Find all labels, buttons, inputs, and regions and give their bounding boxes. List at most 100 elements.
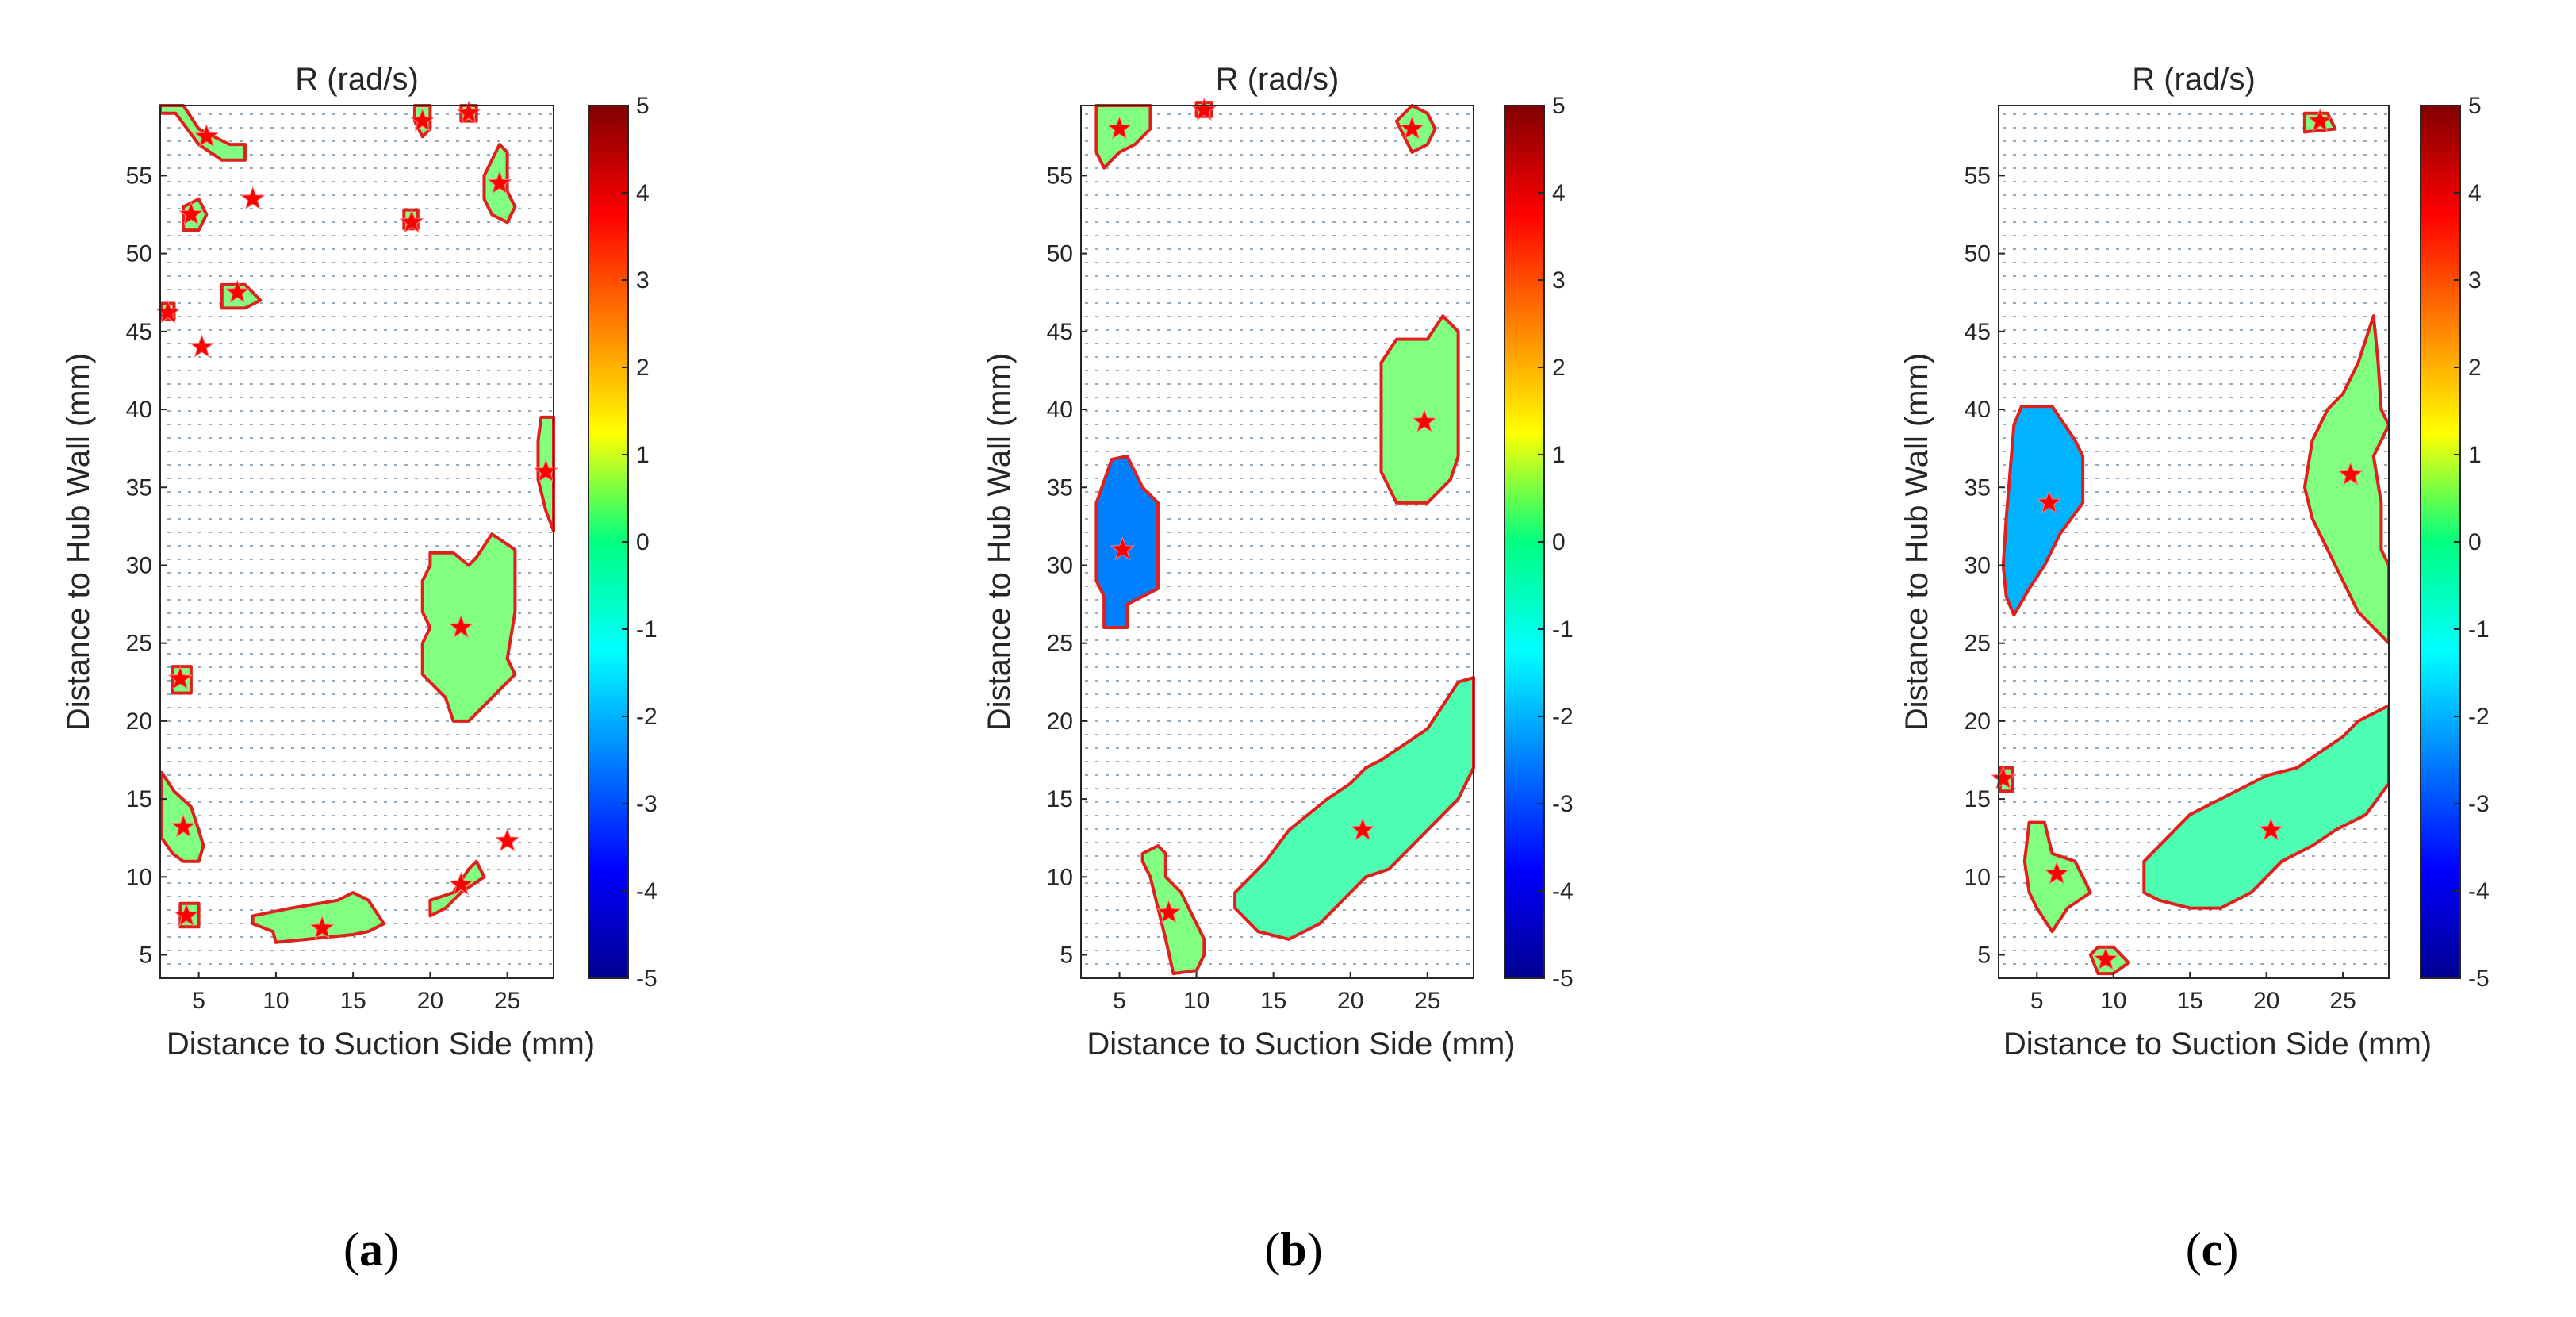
colorbar-tick-label: 0	[1552, 529, 1566, 555]
colorbar-tick-label: -4	[1552, 878, 1574, 904]
y-tick-label: 40	[1047, 397, 1073, 423]
vortex-core-star	[1110, 536, 1136, 561]
colorbar-tick-label: -1	[636, 616, 657, 643]
subfigure-label: (a)	[343, 1223, 399, 1276]
y-tick-label: 10	[1047, 864, 1073, 890]
y-tick-label: 5	[1977, 943, 1991, 969]
x-tick-label: 15	[1260, 988, 1286, 1014]
y-tick-label: 10	[126, 864, 152, 890]
y-axis-label: Distance to Hub Wall (mm)	[1899, 353, 1934, 731]
subfigure-label: (b)	[1264, 1223, 1322, 1276]
colorbar-tick-label: -3	[1552, 791, 1574, 817]
contour-region	[420, 532, 517, 723]
y-tick-label: 20	[126, 708, 152, 735]
y-tick-label: 40	[126, 397, 152, 423]
y-tick-label: 45	[1965, 319, 1991, 345]
colorbar	[1504, 105, 1545, 979]
vortex-core-star	[1350, 816, 1375, 841]
plot-frame	[1998, 105, 2390, 979]
vortex-core-star	[1991, 766, 2016, 789]
y-tick-label: 25	[1965, 631, 1991, 657]
y-tick-label: 45	[1047, 319, 1073, 345]
colorbar-tick-label: 3	[636, 267, 650, 294]
contour-region	[251, 891, 385, 944]
y-axis-label: Distance to Hub Wall (mm)	[61, 353, 96, 731]
colorbar-tick-label: -3	[636, 791, 657, 817]
y-tick-label: 50	[126, 241, 152, 267]
colorbar-tick-label: 1	[636, 442, 650, 468]
vortex-core-star	[189, 334, 215, 358]
vortex-core-star	[224, 279, 250, 303]
y-tick-label: 45	[126, 319, 152, 345]
colorbar-tick-label: 3	[2468, 267, 2482, 294]
y-tick-label: 55	[126, 163, 152, 189]
y-axis-label: Distance to Hub Wall (mm)	[982, 353, 1017, 731]
vortex-core-star	[2307, 108, 2333, 132]
vortex-core-star	[2338, 462, 2363, 486]
vortex-core-star	[174, 902, 199, 927]
subfigure-label: (c)	[2186, 1223, 2239, 1276]
colorbar-tick-label: -5	[2468, 966, 2490, 992]
x-tick-label: 25	[1414, 988, 1440, 1014]
vortex-core-star	[1412, 409, 1437, 433]
contour-region	[1379, 314, 1460, 505]
x-tick-label: 10	[1183, 988, 1209, 1014]
y-tick-label: 30	[1047, 552, 1073, 578]
colorbar-tick-label: 4	[2468, 180, 2482, 206]
vortex-core-star	[240, 186, 266, 210]
colorbar-tick-label: 5	[636, 93, 650, 119]
colorbar	[2420, 105, 2461, 979]
x-tick-label: 10	[263, 988, 289, 1014]
colorbar-tick-label: 5	[1552, 93, 1566, 119]
colorbar-tick-label: 2	[636, 355, 650, 381]
x-axis-label: Distance to Suction Side (mm)	[1087, 1027, 1515, 1062]
colorbar-tick-label: -2	[1552, 704, 1574, 730]
x-tick-label: 15	[339, 988, 366, 1014]
colorbar-tick-label: 2	[2468, 355, 2482, 381]
y-tick-label: 15	[1965, 786, 1991, 812]
vortex-core-star	[2044, 860, 2069, 885]
y-tick-label: 15	[1047, 786, 1073, 812]
colorbar-tick-label: 1	[2468, 442, 2482, 468]
x-tick-label: 25	[494, 988, 520, 1014]
vortex-core-star	[178, 202, 204, 225]
vortex-core-star	[1399, 116, 1424, 140]
colorbar-tick-label: 2	[1552, 355, 1566, 381]
contour-region	[1094, 455, 1160, 629]
y-tick-label: 55	[1047, 163, 1073, 189]
vortex-core-star	[171, 814, 196, 838]
y-tick-label: 5	[1060, 943, 1073, 969]
vortex-core-star	[487, 170, 512, 194]
vortex-core-star	[2258, 816, 2284, 841]
y-tick-label: 35	[1965, 474, 1991, 501]
colorbar-tick-label: 5	[2468, 93, 2482, 119]
x-tick-label: 5	[2030, 988, 2044, 1014]
chart-title: R (rad/s)	[295, 62, 419, 97]
x-tick-label: 15	[2176, 988, 2202, 1014]
chart-title: R (rad/s)	[1216, 62, 1340, 97]
y-tick-label: 30	[126, 552, 152, 578]
colorbar-tick-label: -5	[1552, 966, 1574, 992]
vortex-core-star	[2037, 490, 2062, 514]
colorbar	[588, 105, 629, 979]
x-axis-label: Distance to Suction Side (mm)	[2003, 1027, 2432, 1062]
vortex-core-star	[1156, 900, 1182, 923]
plot-frame	[159, 105, 554, 979]
y-tick-label: 25	[1047, 631, 1073, 657]
y-tick-label: 25	[126, 631, 152, 657]
colorbar-tick-label: -2	[2468, 704, 2490, 730]
vortex-core-star	[448, 871, 473, 896]
y-tick-label: 5	[139, 943, 152, 969]
colorbar-tick-label: -3	[2468, 791, 2490, 817]
y-tick-label: 35	[126, 474, 152, 501]
colorbar-tick-label: -1	[2468, 616, 2490, 643]
x-tick-label: 20	[2253, 988, 2279, 1014]
plot-frame	[1080, 105, 1474, 979]
chart-title: R (rad/s)	[2132, 62, 2256, 97]
vortex-core-star	[2093, 946, 2118, 970]
vortex-core-star	[167, 666, 193, 690]
y-tick-label: 50	[1965, 241, 1991, 267]
